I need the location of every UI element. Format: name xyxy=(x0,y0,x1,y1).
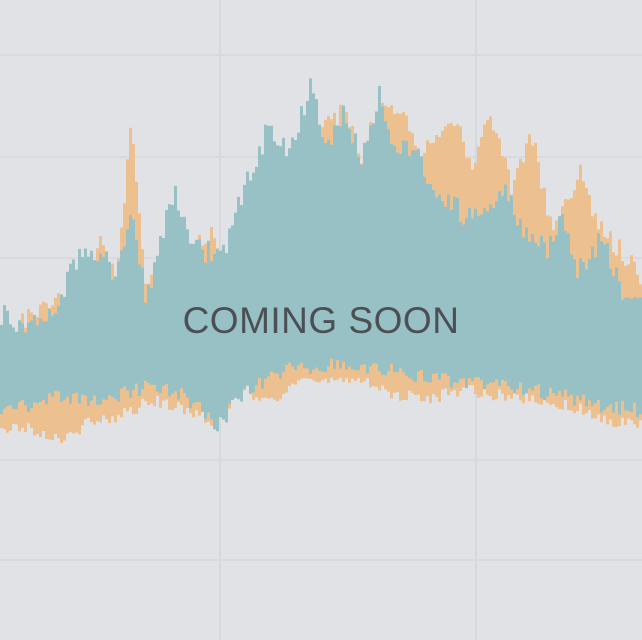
coming-soon-headline: COMING SOON xyxy=(182,300,460,341)
teal-waveform xyxy=(0,78,642,432)
